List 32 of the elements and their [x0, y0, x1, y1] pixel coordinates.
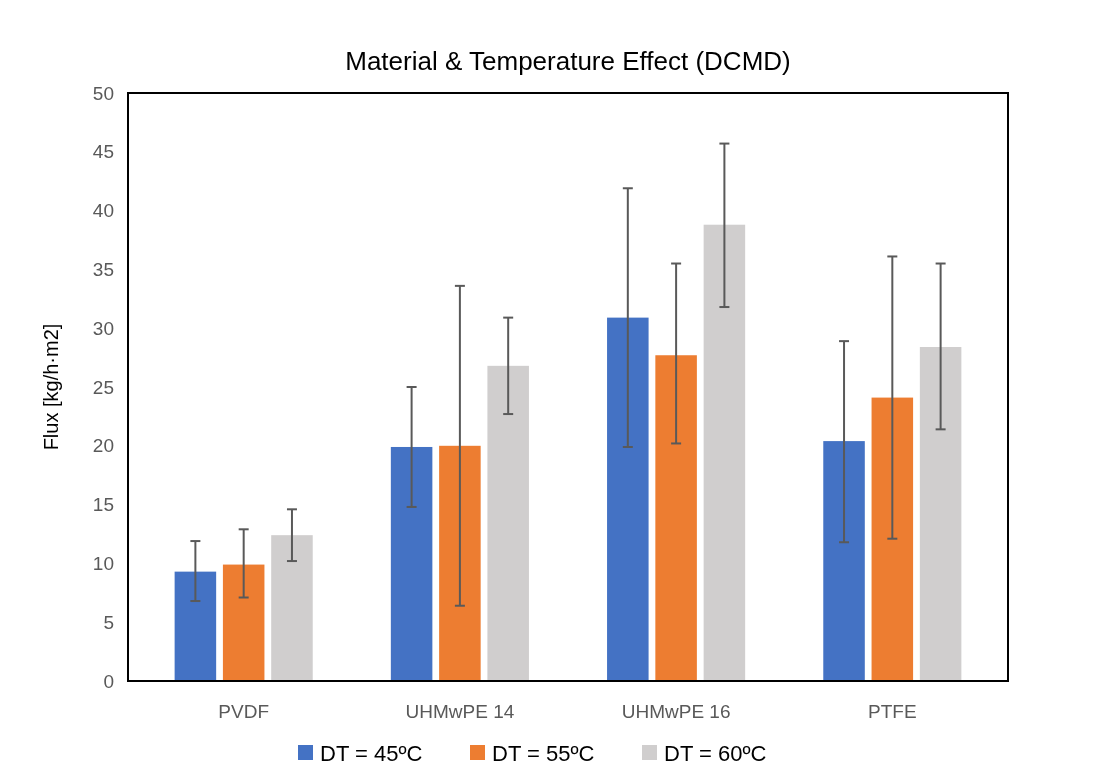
legend-label: DT = 60ºC	[664, 740, 767, 766]
bar	[439, 445, 481, 681]
x-tick-label: UHMwPE 16	[621, 701, 731, 722]
chart-title: Material & Temperature Effect (DCMD)	[345, 46, 791, 76]
y-tick-label: 45	[92, 141, 114, 163]
bar	[655, 355, 697, 681]
bar	[174, 571, 217, 681]
x-tick-label: UHMwPE 14	[405, 701, 515, 722]
y-tick-label: 10	[92, 553, 114, 575]
bar	[607, 317, 649, 681]
y-tick-label: 0	[103, 670, 114, 692]
y-tick-label: 40	[92, 200, 114, 222]
bar	[871, 397, 914, 681]
y-axis-title: Flux [kg/h·m2]	[40, 323, 62, 451]
y-tick-label: 30	[92, 317, 114, 339]
y-tick-label: 35	[92, 259, 114, 281]
x-tick-label: PVDF	[218, 701, 270, 722]
x-tick-label: PTFE	[868, 701, 917, 722]
y-tick-label: 5	[103, 611, 114, 633]
y-tick-label: 50	[92, 82, 114, 104]
bar	[390, 446, 433, 681]
bar	[919, 347, 962, 681]
bar	[222, 564, 265, 681]
bar	[487, 365, 529, 681]
y-tick-label: 15	[92, 494, 114, 516]
legend-label: DT = 55ºC	[492, 740, 595, 766]
bar	[271, 535, 313, 681]
y-tick-label: 20	[92, 435, 114, 457]
bar	[823, 441, 865, 681]
bar	[703, 224, 746, 681]
y-tick-label: 25	[92, 376, 114, 398]
legend-label: DT = 45ºC	[320, 740, 423, 766]
